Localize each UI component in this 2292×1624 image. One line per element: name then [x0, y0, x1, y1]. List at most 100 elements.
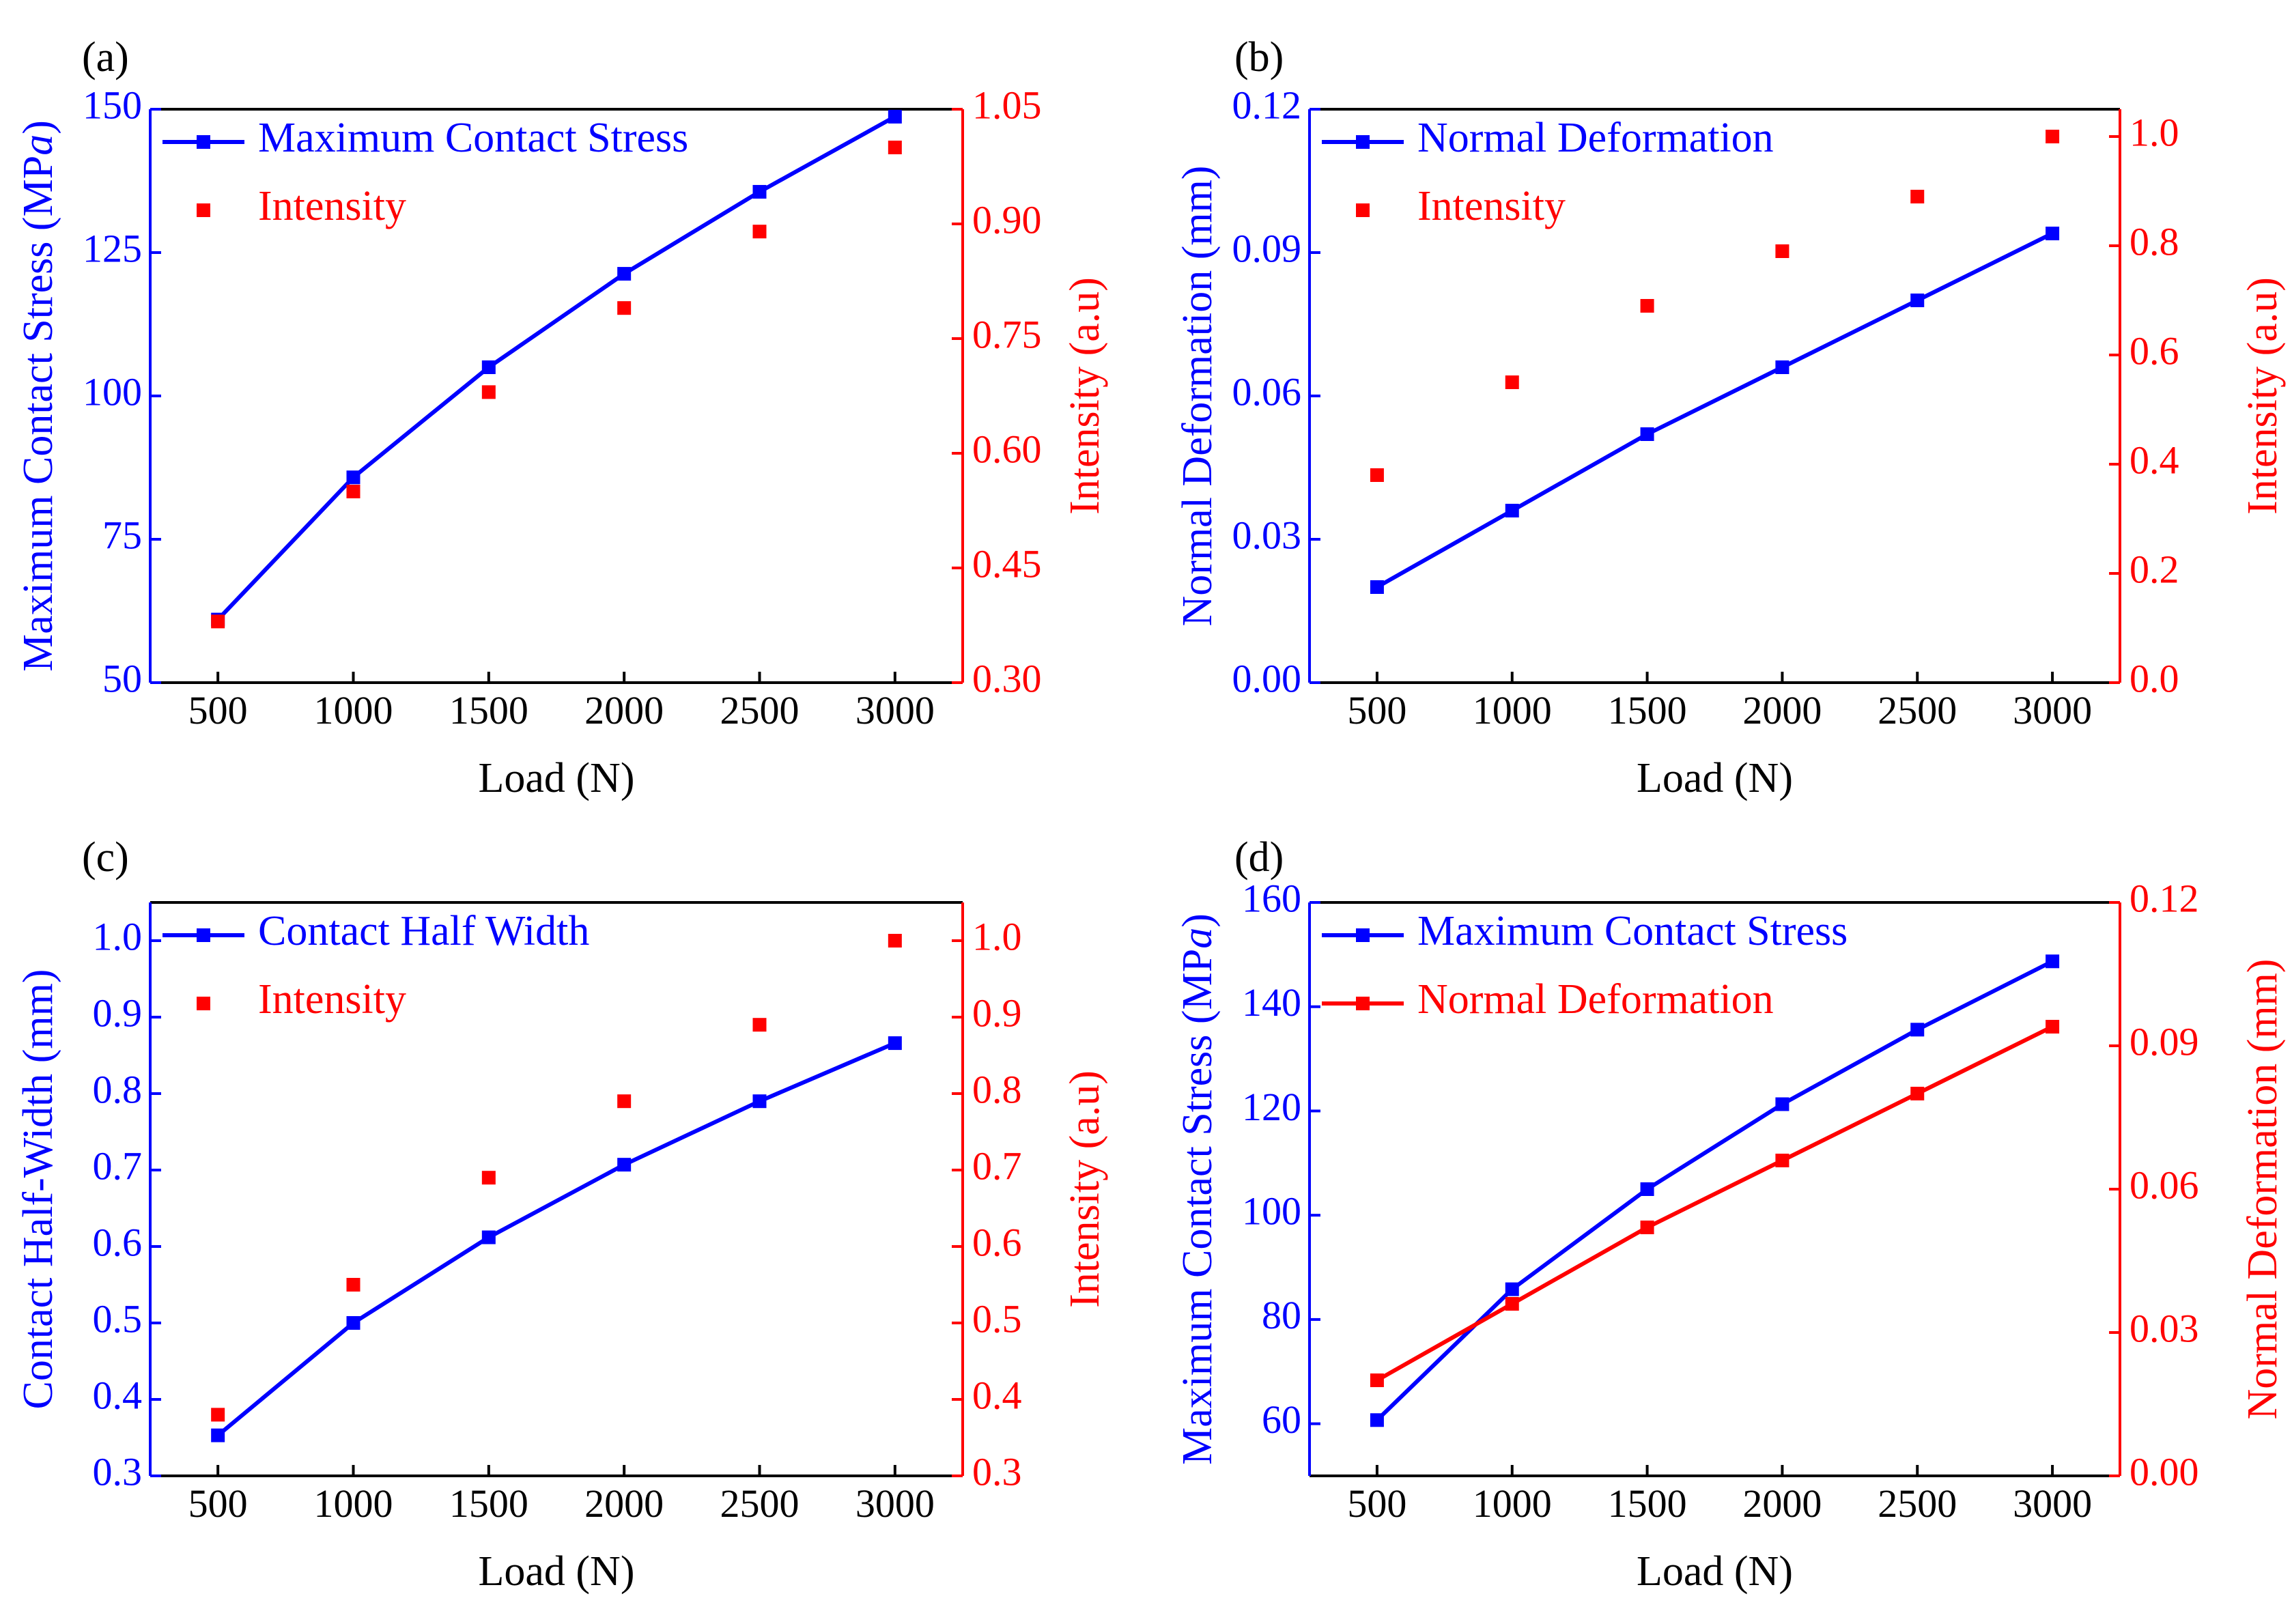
data-point: [1640, 299, 1654, 313]
legend-entry: Intensity: [197, 976, 406, 1023]
y-axis-label-left-part: ): [1174, 913, 1221, 928]
data-point: [481, 1171, 496, 1185]
legend-entry: Contact Half Width: [162, 908, 589, 954]
x-tick-label: 3000: [2013, 688, 2092, 732]
series-intensity: [211, 141, 902, 629]
legend-marker: [1356, 203, 1370, 217]
y-tick-label-left: 125: [83, 226, 142, 270]
y-tick-label-left: 80: [1262, 1293, 1301, 1337]
data-point: [1505, 1282, 1519, 1296]
y-tick-label-right: 0.00: [2130, 1449, 2199, 1494]
x-tick-label: 2500: [720, 688, 800, 732]
y-axis-label-left-part: a: [1174, 928, 1221, 949]
x-tick-label: 1500: [1608, 1481, 1687, 1526]
y-tick-label-right: 1.0: [972, 914, 1022, 958]
x-tick-label: 1000: [314, 1481, 393, 1526]
y-tick-label-left: 100: [1242, 1188, 1301, 1233]
data-point: [1775, 1154, 1789, 1167]
legend-label: Maximum Contact Stress: [258, 115, 688, 161]
panel-label: (b): [1234, 34, 1284, 81]
series-maximum-contact-stress: [211, 109, 902, 627]
y-tick-label-left: 60: [1262, 1397, 1301, 1442]
x-tick-label: 2000: [1742, 688, 1822, 732]
data-point: [617, 301, 632, 315]
data-point: [617, 1158, 632, 1172]
series-contact-half-width: [211, 1036, 902, 1442]
y-tick-label-left: 0.9: [93, 991, 143, 1035]
y-axis-label-right: Intensity (a.u): [1062, 1070, 1108, 1308]
data-point: [1505, 1297, 1519, 1311]
y-tick-label-left: 160: [1242, 876, 1301, 920]
legend-marker: [1356, 135, 1370, 149]
x-tick-label: 2000: [1742, 1481, 1822, 1526]
data-point: [346, 470, 360, 485]
data-point: [481, 360, 496, 374]
y-tick-label-left: 0.09: [1232, 226, 1302, 270]
y-tick-label-left: 50: [102, 656, 142, 700]
data-point: [752, 225, 767, 239]
data-point: [888, 141, 902, 154]
y-tick-label-left: 0.3: [93, 1449, 143, 1494]
data-point: [1910, 294, 1925, 307]
y-axis-label-left: Normal Deformation (mm): [1174, 166, 1221, 627]
data-point: [752, 1018, 767, 1032]
y-tick-label-right: 1.05: [972, 83, 1042, 127]
series-intensity: [1370, 130, 2060, 482]
legend-marker: [197, 997, 210, 1010]
y-axis-label-left: Maximum Contact Stress (MPa): [15, 120, 61, 672]
x-tick-label: 2500: [1878, 1481, 1957, 1526]
y-tick-label-left: 0.7: [93, 1143, 143, 1188]
legend-entry: Normal Deformation: [1322, 976, 1774, 1023]
data-point: [1640, 1221, 1654, 1234]
y-tick-label-left: 150: [83, 83, 142, 127]
y-tick-label-right: 0.5: [972, 1296, 1022, 1341]
series-normal-deformation: [1370, 1020, 2060, 1387]
data-point: [1640, 1182, 1654, 1196]
data-point: [346, 485, 360, 498]
legend-label: Maximum Contact Stress: [1417, 908, 1848, 954]
x-tick-label: 2000: [584, 688, 664, 732]
panel-a: (a) 500 1000 1500 2000 2500 3000 50 75 100 125 150 0…: [15, 34, 1108, 801]
data-point: [888, 109, 902, 124]
data-point: [1910, 190, 1925, 203]
legend-marker: [197, 135, 210, 149]
legend-entry: Maximum Contact Stress: [162, 115, 688, 161]
series-line: [216, 115, 896, 621]
legend-label: Intensity: [1417, 183, 1566, 229]
y-tick-label-left: 0.06: [1232, 369, 1302, 414]
data-point: [617, 1094, 632, 1109]
data-point: [346, 1316, 360, 1330]
legend-label: Intensity: [258, 976, 406, 1023]
y-axis-label-left-part: Maximum Contact Stress (MP: [15, 156, 61, 672]
data-point: [888, 1036, 902, 1051]
y-tick-label-right: 0.6: [972, 1220, 1022, 1264]
series-normal-deformation: [1370, 227, 2060, 594]
y-tick-label-right: 0.09: [2130, 1019, 2199, 1064]
y-tick-label-right: 0.3: [972, 1449, 1022, 1494]
y-tick-label-left: 140: [1242, 980, 1301, 1025]
x-tick-label: 500: [1347, 688, 1406, 732]
x-axis-label: Load (N): [479, 1548, 635, 1595]
data-point: [211, 1408, 225, 1422]
legend-marker: [1356, 928, 1370, 942]
legend-entry: Intensity: [197, 183, 406, 229]
y-tick-label-right: 0.30: [972, 656, 1042, 700]
data-point: [1640, 427, 1654, 441]
y-tick-label-left: 0.00: [1232, 656, 1302, 700]
data-point: [481, 1230, 496, 1244]
data-point: [752, 184, 767, 199]
legend-label: Intensity: [258, 183, 406, 229]
data-point: [2046, 130, 2060, 143]
y-axis-label-left-part: ): [15, 120, 61, 134]
data-point: [1370, 468, 1384, 482]
y-axis-label-right: Intensity (a.u): [2239, 277, 2286, 515]
y-tick-label-left: 0.6: [93, 1220, 143, 1264]
x-tick-label: 3000: [855, 688, 935, 732]
data-point: [346, 1278, 360, 1292]
y-tick-label-left: 0.03: [1232, 513, 1302, 557]
x-tick-label: 2500: [1878, 688, 1957, 732]
series-line: [1376, 231, 2054, 589]
data-point: [2046, 1020, 2060, 1034]
legend-label: Normal Deformation: [1417, 115, 1774, 161]
y-tick-label-left: 0.12: [1232, 83, 1302, 127]
